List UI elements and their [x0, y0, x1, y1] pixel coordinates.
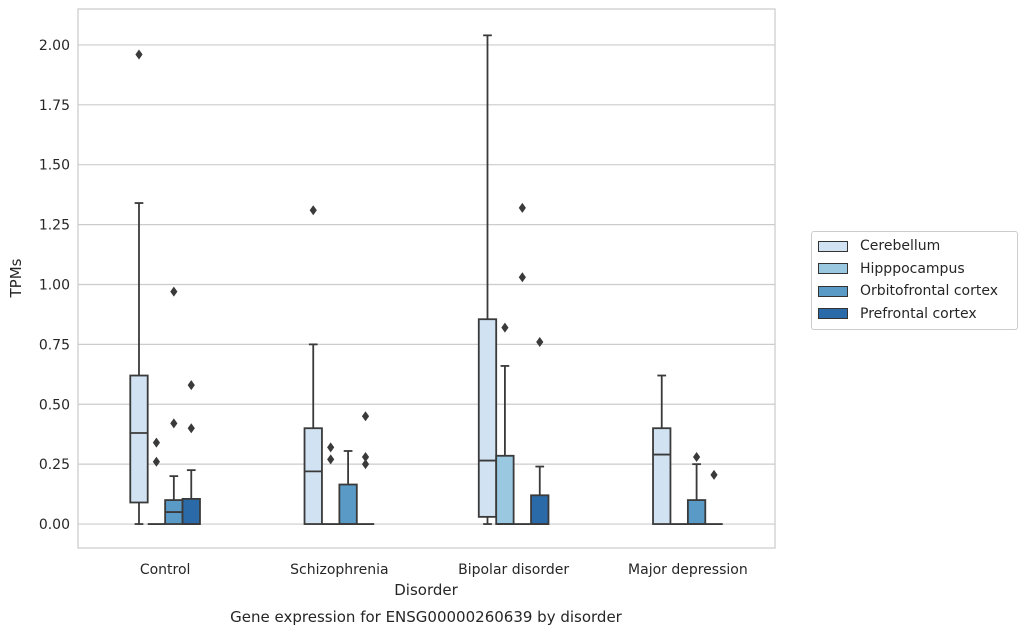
x-axis-label: Disorder: [394, 581, 458, 599]
legend-swatch-cerebellum: [818, 240, 848, 252]
box-cerebellum: [652, 374, 672, 525]
outlier-point: [170, 418, 178, 429]
box-iqr: [303, 427, 323, 525]
box-iqr: [495, 454, 515, 525]
box-hipppocampus: [321, 442, 340, 525]
y-axis-label: TPMs: [7, 258, 25, 298]
box-prefrontal-cortex: [356, 411, 375, 525]
legend-item-hippocampus: Hipppocampus: [812, 258, 1017, 281]
box-prefrontal-cortex: [530, 336, 550, 525]
outlier-point: [170, 286, 178, 297]
outlier-point: [536, 336, 544, 347]
box-hipppocampus: [495, 322, 515, 525]
box-iqr: [338, 483, 358, 525]
legend-label: Cerebellum: [860, 238, 941, 255]
y-tick-label: 0.25: [39, 457, 70, 473]
box-orbitofrontal-cortex: [338, 450, 358, 525]
outlier-point: [518, 272, 526, 283]
y-tick-label: 1.25: [39, 218, 70, 234]
legend-item-orbitofrontal-cortex: Orbitofrontal cortex: [812, 280, 1017, 303]
plot-area-frame: [77, 8, 776, 549]
box-iqr: [652, 427, 672, 525]
y-tick-label: 1.00: [39, 277, 70, 293]
x-tick-label: Schizophrenia: [290, 562, 388, 578]
box-iqr: [686, 499, 707, 525]
box-iqr: [530, 494, 550, 525]
chart-title: Gene expression for ENSG00000260639 by d…: [230, 608, 623, 626]
legend-label: Orbitofrontal cortex: [860, 283, 998, 300]
outlier-point: [152, 456, 161, 467]
y-tick-label: 1.50: [39, 158, 70, 174]
boxes: [129, 34, 723, 525]
outlier-point: [187, 423, 195, 434]
box-orbitofrontal-cortex: [513, 202, 532, 525]
outlier-point: [327, 442, 335, 453]
outlier-point: [361, 411, 370, 422]
outlier-point: [152, 437, 161, 448]
legend-swatch-hippocampus: [818, 263, 848, 275]
legend-swatch-prefrontal-cortex: [818, 308, 848, 320]
x-tick-label: Major depression: [628, 562, 748, 578]
legend-label: Prefrontal cortex: [860, 305, 977, 322]
box-cerebellum: [129, 49, 149, 525]
legend-swatch-orbitofrontal-cortex: [818, 285, 848, 297]
box-iqr: [129, 374, 149, 504]
x-tick-labels: Control Schizophrenia Bipolar disorder Majo…: [140, 562, 748, 578]
grid-lines: [78, 44, 775, 525]
x-tick-label: Control: [140, 562, 191, 578]
box-iqr: [477, 318, 498, 518]
legend-item-cerebellum: Cerebellum: [812, 235, 1017, 258]
x-tick-label: Bipolar disorder: [458, 562, 569, 578]
box-orbitofrontal-cortex: [164, 286, 184, 525]
box-hipppocampus: [147, 437, 166, 525]
y-tick-label: 1.75: [39, 98, 70, 114]
outlier-point: [710, 469, 718, 480]
box-cerebellum: [303, 205, 323, 525]
box-cerebellum: [477, 34, 498, 525]
y-tick-label: 0.75: [39, 337, 70, 353]
legend-label: Hipppocampus: [860, 260, 965, 277]
outlier-point: [361, 459, 370, 470]
box-prefrontal-cortex: [705, 469, 723, 525]
outlier-point: [327, 454, 335, 465]
y-tick-label: 2.00: [39, 38, 70, 54]
box-orbitofrontal-cortex: [686, 451, 707, 525]
outlier-point: [135, 49, 143, 60]
outlier-point: [309, 205, 317, 216]
box-iqr: [181, 497, 201, 525]
y-tick-labels: 0.00 0.25 0.50 0.75 1.00 1.25 1.50 1.75 2.00: [39, 38, 70, 533]
outlier-point: [187, 380, 195, 391]
y-tick-label: 0.50: [39, 397, 70, 413]
y-tick-label: 0.00: [39, 517, 70, 533]
legend: Cerebellum Hipppocampus Orbitofrontal co…: [811, 231, 1018, 330]
outlier-point: [501, 322, 509, 333]
outlier-point: [361, 451, 370, 462]
outlier-point: [692, 451, 701, 462]
outlier-point: [518, 202, 526, 213]
box-prefrontal-cortex: [181, 380, 201, 525]
legend-item-prefrontal-cortex: Prefrontal cortex: [812, 303, 1017, 326]
